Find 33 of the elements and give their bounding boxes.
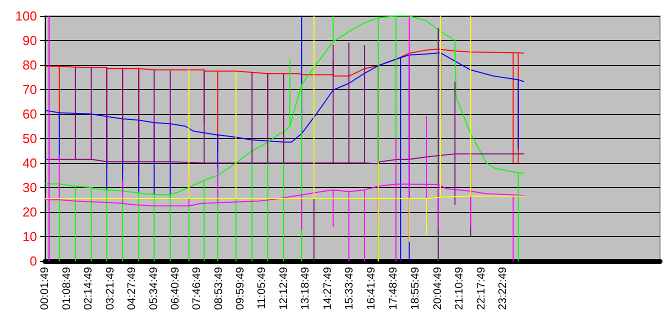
x-tick-label: 01:08:49 — [60, 267, 73, 310]
x-tick-label: 06:40:49 — [169, 267, 182, 310]
y-tick-label: 0 — [30, 254, 37, 268]
y-tick-label: 60 — [22, 106, 37, 122]
y-tick-label: 80 — [22, 58, 37, 72]
x-tick-label: 14:27:49 — [322, 267, 334, 310]
x-tick-label: 09:59:49 — [234, 267, 246, 310]
x-tick-label: 22:17:49 — [476, 267, 488, 310]
x-tick-label: 02:14:49 — [82, 267, 94, 310]
x-tick-label: 00:01:49 — [39, 267, 52, 310]
y-tick-label: 20 — [22, 204, 37, 220]
y-tick-label: 40 — [22, 156, 37, 170]
x-tick-label: 16:41:49 — [366, 267, 378, 310]
x-tick-label: 03:21:49 — [104, 267, 116, 310]
x-tick-label: 04:27:49 — [126, 267, 138, 310]
y-tick-label: 100 — [15, 8, 37, 24]
y-tick-label: 90 — [22, 33, 37, 48]
x-tick-label: 05:34:49 — [148, 267, 160, 310]
x-tick-label: 13:18:49 — [299, 267, 312, 310]
x-tick-label: 18:55:49 — [410, 267, 422, 310]
x-tick-label: 12:12:49 — [278, 267, 290, 310]
y-tick-label: 50 — [22, 131, 37, 146]
x-tick-label: 07:46:49 — [190, 267, 203, 310]
y-tick-label: 70 — [22, 82, 37, 97]
x-tick-label: 20:04:49 — [432, 267, 444, 310]
y-tick-label: 30 — [22, 180, 37, 195]
x-tick-label: 17:48:49 — [388, 267, 400, 310]
x-tick-label: 23:22:49 — [496, 267, 509, 310]
y-tick-label: 10 — [22, 229, 37, 244]
x-tick-label: 11:05:49 — [256, 267, 268, 310]
x-tick-label: 15:33:49 — [344, 267, 356, 310]
x-tick-label: 08:53:49 — [212, 267, 225, 310]
x-tick-label: 21:10:49 — [454, 267, 466, 310]
